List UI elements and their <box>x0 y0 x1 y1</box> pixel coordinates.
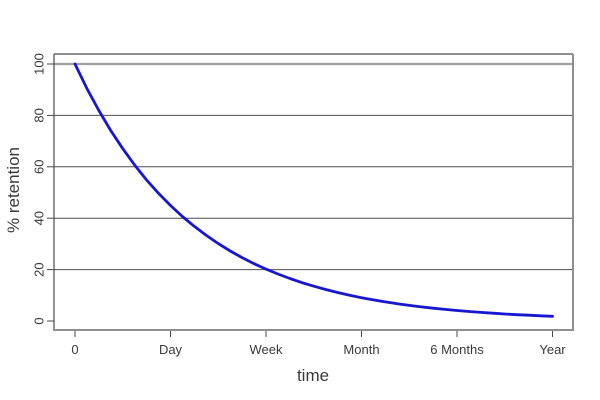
curve-layer <box>73 62 554 318</box>
x-axis-title: time <box>297 366 329 385</box>
x-tick-label: Month <box>343 342 379 357</box>
plot-frame <box>53 53 574 331</box>
axis-ticks <box>47 63 553 337</box>
y-tick-label: 80 <box>32 108 47 122</box>
x-tick-label: Week <box>250 342 283 357</box>
y-axis-title: % retention <box>4 147 23 233</box>
x-tick-label: 6 Months <box>430 342 484 357</box>
x-tick-label: 0 <box>71 342 78 357</box>
x-tick-label: Year <box>539 342 566 357</box>
y-tick-label: 20 <box>32 262 47 276</box>
y-tick-label: 100 <box>32 53 47 75</box>
y-tick-label: 0 <box>32 317 47 324</box>
grid-layer <box>54 62 573 271</box>
x-tick-label: Day <box>159 342 183 357</box>
y-tick-label: 40 <box>32 211 47 225</box>
tick-labels: 0 20 40 60 80 100 0 Day Week Month 6 Months Year <box>32 53 567 357</box>
retention-curve <box>73 62 554 318</box>
y-tick-label: 60 <box>32 160 47 174</box>
